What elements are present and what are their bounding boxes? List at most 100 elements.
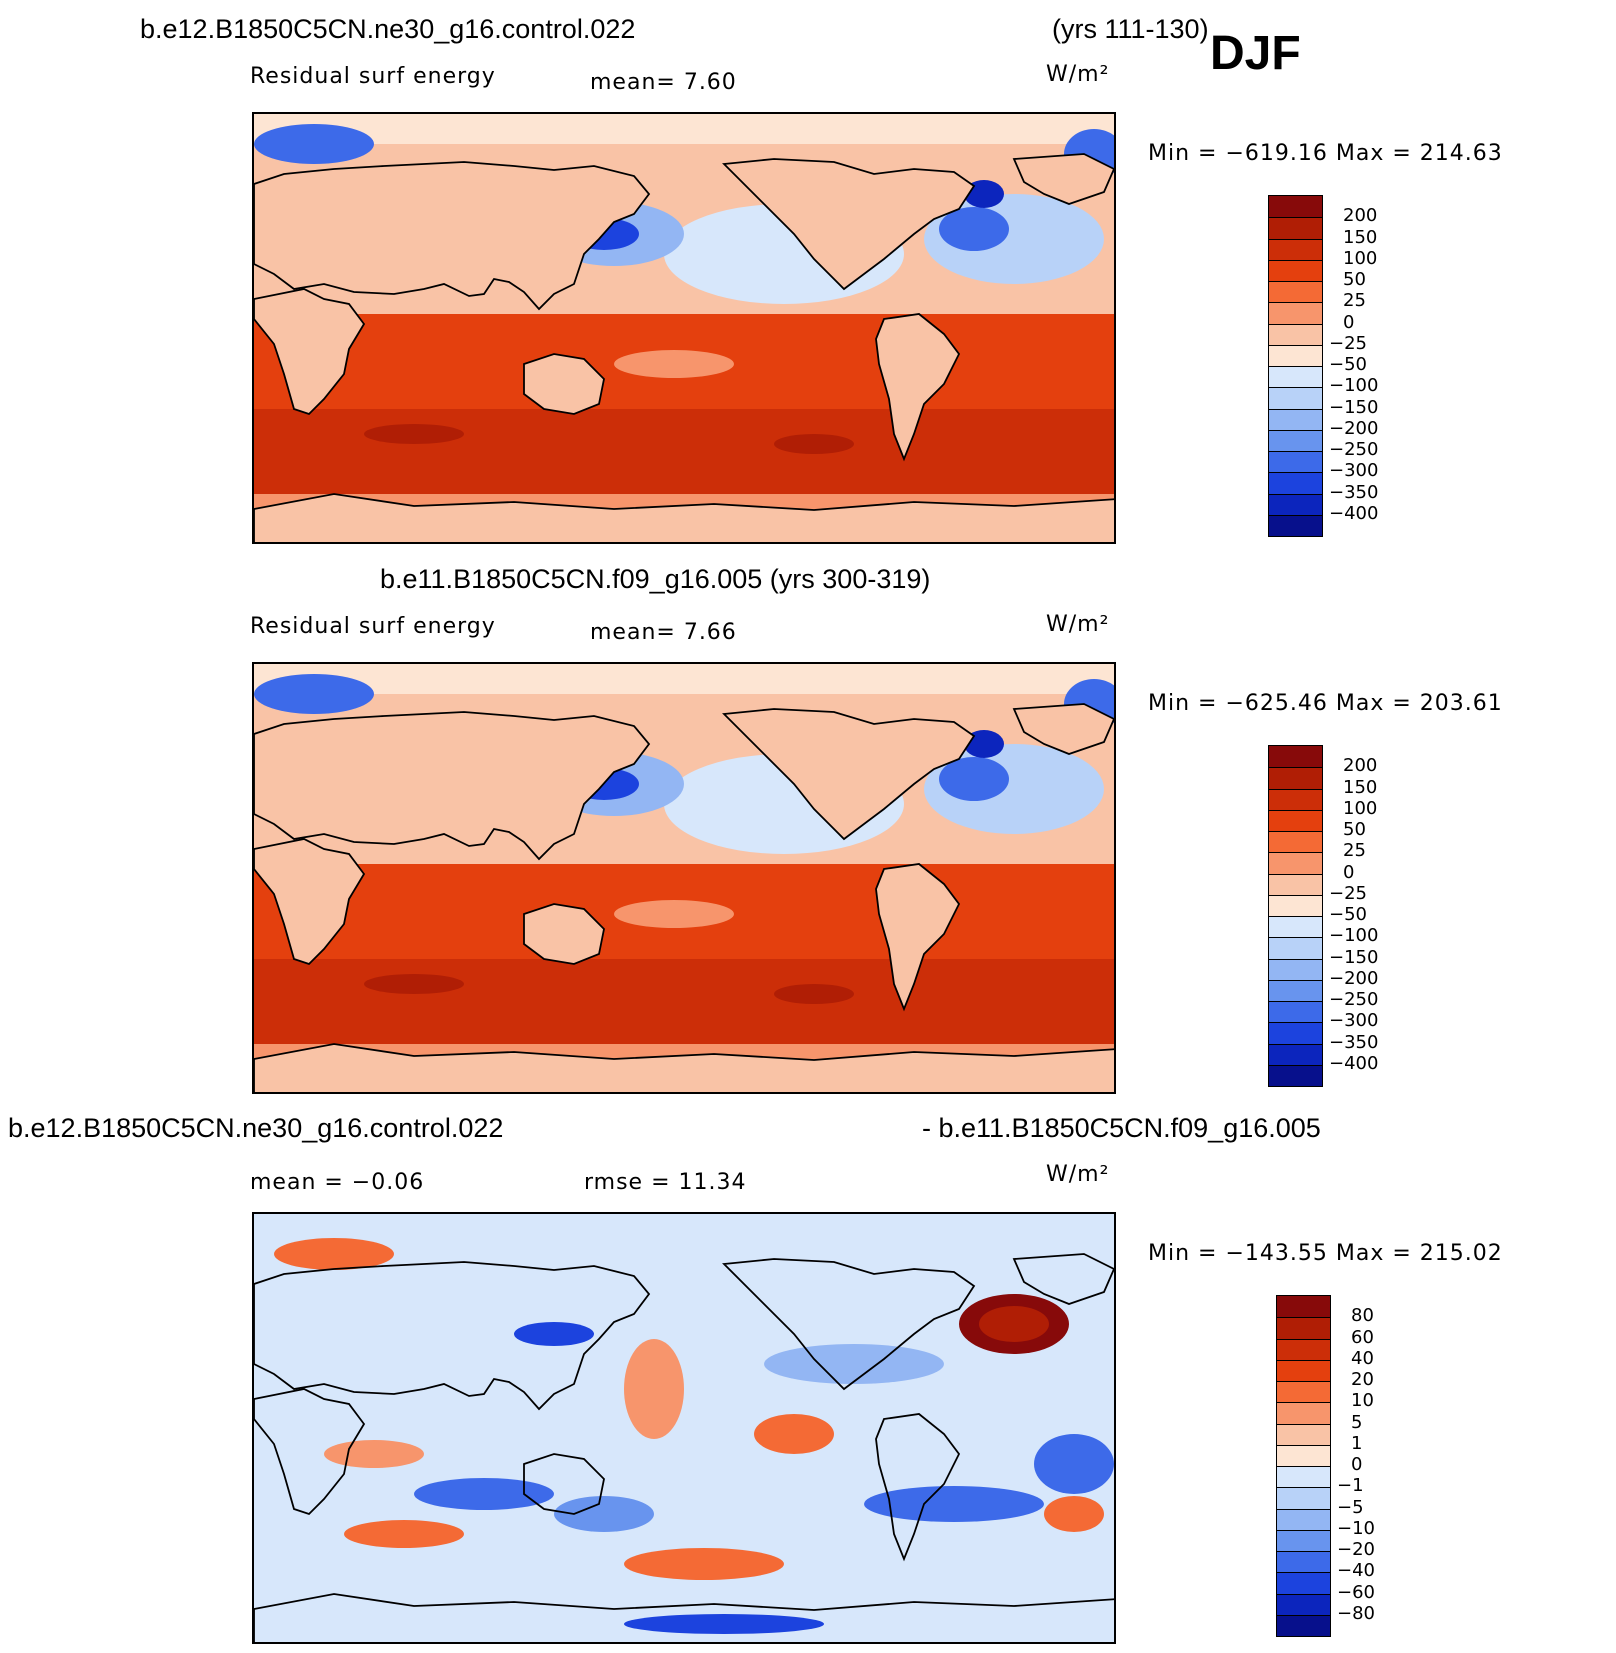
colorbar-swatch [1269,493,1322,515]
colorbar-swatch [1269,514,1322,536]
colorbar-swatch [1269,302,1322,324]
colorbar-swatch [1277,1529,1330,1551]
colorbar-swatch [1269,238,1322,260]
panel-diff-rmse: rmse = 11.34 [584,1170,747,1195]
colorbar-swatch [1277,1466,1330,1488]
panel-middle-map [252,662,1116,1094]
panel-top-map [252,112,1116,544]
colorbar-swatch [1269,873,1322,895]
colorbar-swatch [1269,429,1322,451]
panel-diff-colorbar [1276,1295,1331,1637]
colorbar-swatch [1277,1614,1330,1636]
colorbar-tick-label: −25 [1329,332,1367,354]
panel-diff-title-left: b.e12.B1850C5CN.ne30_g16.control.022 [8,1113,504,1143]
panel-diff-title-right: - b.e11.B1850C5CN.f09_g16.005 [922,1113,1321,1143]
colorbar-swatch [1277,1338,1330,1360]
colorbar-swatch [1277,1551,1330,1573]
colorbar-swatch [1269,958,1322,980]
colorbar-tick-label: 1 [1351,1432,1363,1454]
colorbar-swatch [1277,1359,1330,1381]
colorbar-tick-label: −200 [1329,967,1379,989]
panel-middle-mean: mean= 7.66 [590,620,737,645]
colorbar-tick-label: −20 [1337,1539,1375,1560]
colorbar-tick-label: −10 [1337,1517,1375,1539]
colorbar-tick-label: −250 [1329,989,1379,1010]
colorbar-tick-label: −150 [1329,946,1379,968]
panel-diff-mean: mean = −0.06 [250,1170,425,1195]
colorbar-tick-label: −50 [1329,904,1367,925]
panel-top-mean: mean= 7.60 [590,70,737,95]
colorbar-tick-label: 200 [1343,755,1378,777]
colorbar-tick-label: −100 [1329,925,1379,947]
colorbar-tick-label: −80 [1337,1602,1375,1624]
colorbar-tick-label: 50 [1343,269,1366,290]
colorbar-tick-label: 100 [1343,247,1378,269]
panel-top-variable: Residual surf energy [250,64,496,89]
season-label: DJF [1210,27,1301,80]
colorbar-swatch [1277,1572,1330,1594]
colorbar-swatch [1277,1402,1330,1424]
colorbar-tick-label: 200 [1343,205,1378,227]
colorbar-tick-label: −350 [1329,1031,1379,1053]
colorbar-swatch [1269,831,1322,853]
panel-top-colorbar [1268,195,1323,537]
colorbar-swatch [1269,979,1322,1001]
colorbar-swatch [1277,1296,1330,1318]
colorbar-swatch [1269,196,1322,218]
panel-top-minmax: Min = −619.16 Max = 214.63 [1148,141,1503,166]
colorbar-swatch [1269,366,1322,388]
colorbar-tick-label: 0 [1351,1454,1363,1475]
colorbar-swatch [1277,1508,1330,1530]
colorbar-swatch [1269,1064,1322,1086]
panel-top-title-right: (yrs 111-130) [1052,14,1209,44]
colorbar-swatch [1269,1001,1322,1023]
colorbar-tick-label: 25 [1343,840,1366,862]
colorbar-tick-label: 40 [1351,1347,1374,1369]
colorbar-tick-label: −50 [1329,354,1367,375]
colorbar-tick-label: −25 [1329,882,1367,904]
colorbar-tick-label: 10 [1351,1390,1374,1412]
colorbar-tick-label: 50 [1343,819,1366,840]
colorbar-tick-label: 5 [1351,1411,1363,1433]
colorbar-swatch [1269,1043,1322,1065]
colorbar-swatch [1269,1022,1322,1044]
panel-diff-map [252,1212,1116,1644]
colorbar-swatch [1269,746,1322,768]
panel-middle-colorbar [1268,745,1323,1087]
colorbar-tick-label: −250 [1329,439,1379,460]
colorbar-tick-label: −60 [1337,1581,1375,1603]
colorbar-tick-label: −5 [1337,1496,1364,1518]
panel-top-title-left: b.e12.B1850C5CN.ne30_g16.control.022 [140,14,636,44]
colorbar-swatch [1269,344,1322,366]
panel-middle-variable: Residual surf energy [250,614,496,639]
colorbar-tick-label: 60 [1351,1326,1374,1348]
panel-diff-minmax: Min = −143.55 Max = 215.02 [1148,1241,1503,1266]
colorbar-tick-label: −300 [1329,460,1379,482]
colorbar-swatch [1269,217,1322,239]
colorbar-swatch [1269,451,1322,473]
panel-diff-units: W/m² [1046,1162,1110,1187]
colorbar-tick-label: −350 [1329,481,1379,503]
colorbar-swatch [1269,894,1322,916]
colorbar-tick-label: −300 [1329,1010,1379,1032]
colorbar-tick-label: 25 [1343,290,1366,312]
colorbar-tick-label: 20 [1351,1369,1374,1390]
colorbar-swatch [1269,916,1322,938]
colorbar-swatch [1269,852,1322,874]
colorbar-swatch [1277,1487,1330,1509]
colorbar-tick-label: −400 [1329,502,1379,524]
colorbar-tick-label: −150 [1329,396,1379,418]
panel-middle-minmax: Min = −625.46 Max = 203.61 [1148,691,1503,716]
colorbar-tick-label: −40 [1337,1560,1375,1582]
colorbar-tick-label: −400 [1329,1052,1379,1074]
colorbar-tick-label: 0 [1343,311,1355,333]
colorbar-tick-label: 80 [1351,1305,1374,1327]
colorbar-swatch [1269,937,1322,959]
colorbar-swatch [1277,1593,1330,1615]
colorbar-swatch [1269,323,1322,345]
colorbar-tick-label: 0 [1343,861,1355,883]
colorbar-tick-label: 100 [1343,797,1378,819]
colorbar-tick-label: −100 [1329,375,1379,397]
colorbar-swatch [1277,1317,1330,1339]
panel-middle-title: b.e11.B1850C5CN.f09_g16.005 (yrs 300-319… [380,564,931,594]
